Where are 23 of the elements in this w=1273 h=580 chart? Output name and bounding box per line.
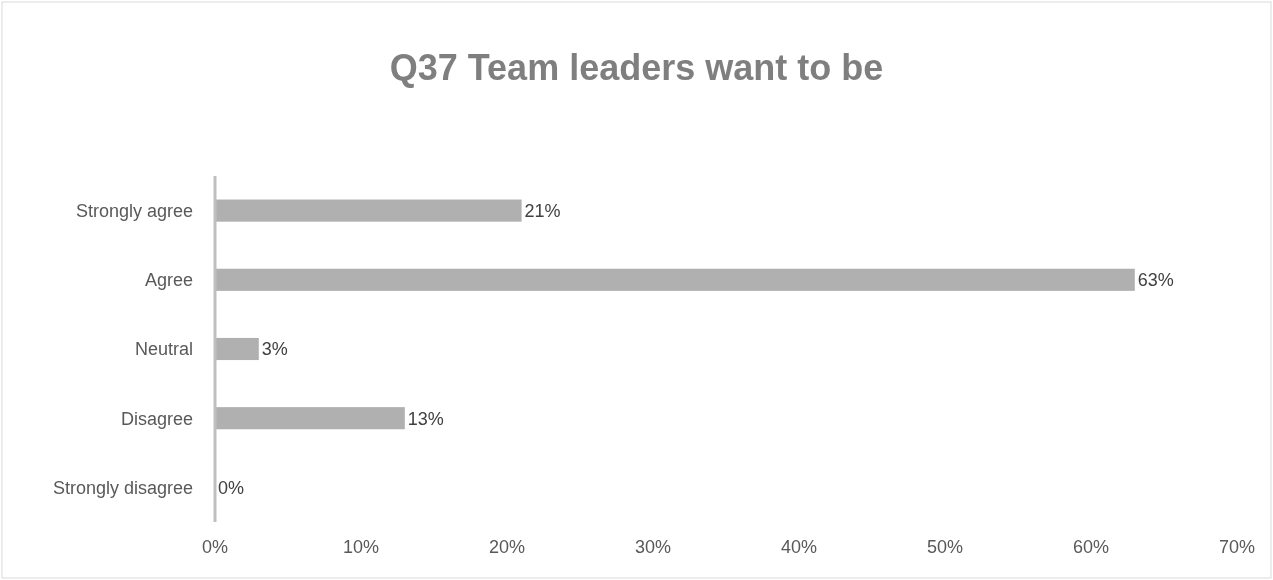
data-label: 13%	[407, 408, 444, 429]
x-tick-label: 0%	[201, 537, 229, 557]
bar	[215, 199, 522, 222]
y-tick-label: Agree	[144, 270, 193, 291]
data-label: 3%	[261, 339, 288, 360]
x-tick-label: 60%	[1072, 537, 1110, 557]
y-tick-label: Strongly agree	[75, 200, 193, 221]
data-label: 21%	[524, 200, 561, 221]
y-tick-label: Strongly disagree	[52, 477, 193, 498]
y-tick-label: Disagree	[120, 408, 193, 429]
data-label: 0%	[218, 477, 245, 498]
x-tick-label: 20%	[488, 537, 526, 557]
bar	[215, 407, 405, 430]
x-tick-label: 10%	[342, 537, 380, 557]
x-tick-label: 70%	[1218, 537, 1256, 557]
x-tick-label: 40%	[780, 537, 818, 557]
data-label: 63%	[1137, 270, 1174, 291]
bar	[215, 337, 259, 361]
x-tick-label: 30%	[634, 537, 672, 557]
x-tick-label: 50%	[926, 537, 964, 557]
chart-title: Q37 Team leaders want to be	[389, 47, 884, 88]
bar	[215, 268, 1135, 291]
y-tick-label: Neutral	[134, 339, 193, 360]
